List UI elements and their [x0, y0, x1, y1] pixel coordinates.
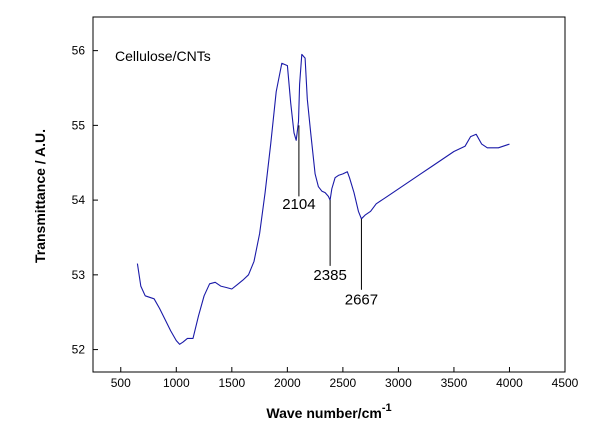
y-axis-ticks: 52 53 54 55 56: [72, 44, 98, 357]
x-tick-label: 1000: [163, 376, 190, 390]
sample-label: Cellulose/CNTs: [115, 48, 211, 64]
x-axis-title-main: Wave number/cm: [266, 405, 381, 421]
y-tick-label: 52: [72, 343, 86, 357]
x-tick-label: 4000: [496, 376, 523, 390]
series-line-0: [136, 53, 510, 345]
x-axis-ticks: 500 1000 1500 2000 2500 3000 3500 4000 4500: [111, 367, 579, 390]
annotations-layer: 2104 2385 2667: [282, 125, 378, 309]
annotation-label: 2385: [313, 267, 346, 284]
y-tick-label: 53: [72, 268, 86, 282]
annotation-label: 2667: [345, 292, 378, 309]
annotation-label: 2104: [282, 196, 315, 213]
y-axis-title: Transmittance / A.U.: [32, 129, 48, 263]
y-tick-label: 55: [72, 118, 86, 132]
plot-frame: [92, 16, 566, 373]
x-tick-label: 2000: [274, 376, 301, 390]
series-layer: [136, 53, 510, 345]
x-tick-label: 3500: [441, 376, 468, 390]
y-tick-label: 56: [72, 44, 86, 58]
y-tick-label: 54: [72, 193, 86, 207]
x-axis-title-superscript: -1: [382, 402, 392, 414]
x-tick-label: 1500: [218, 376, 245, 390]
x-tick-label: 500: [111, 376, 131, 390]
x-tick-label: 3000: [385, 376, 412, 390]
x-tick-label: 2500: [330, 376, 357, 390]
x-axis-title: Wave number/cm-1: [266, 402, 391, 421]
x-tick-label: 4500: [552, 376, 579, 390]
